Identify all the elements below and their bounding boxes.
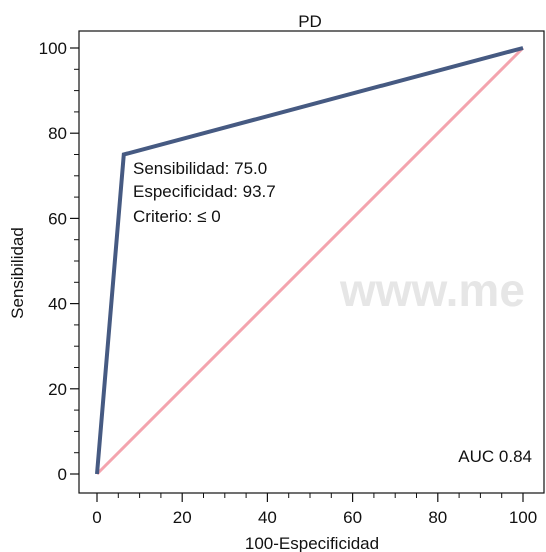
x-tick-label: 20 xyxy=(173,508,192,527)
y-axis: 0 20 40 60 80 100 xyxy=(39,39,79,484)
y-axis-title: Sensibilidad xyxy=(8,227,27,319)
reference-diagonal-line xyxy=(95,46,525,476)
x-tick-label: 100 xyxy=(509,508,537,527)
x-axis-title: 100-Especificidad xyxy=(245,534,379,552)
annotation-sensitivity: Sensibilidad: 75.0 xyxy=(133,159,267,178)
roc-curve-line xyxy=(95,46,524,475)
chart-title: PD xyxy=(298,12,322,31)
watermark-text: www.me xyxy=(339,264,525,316)
y-tick-label: 20 xyxy=(48,380,67,399)
x-axis: 0 20 40 60 80 100 xyxy=(92,493,537,527)
y-tick-label: 40 xyxy=(48,295,67,314)
x-tick-label: 0 xyxy=(92,508,101,527)
x-tick-label: 80 xyxy=(428,508,447,527)
x-tick-label: 60 xyxy=(343,508,362,527)
y-tick-label: 60 xyxy=(48,209,67,228)
series-layer xyxy=(95,46,525,476)
annotation-criterion: Criterio: ≤ 0 xyxy=(133,207,221,226)
plot-frame xyxy=(78,30,545,494)
annotation-specificity: Especificidad: 93.7 xyxy=(133,182,276,201)
x-tick-label: 40 xyxy=(258,508,277,527)
y-tick-label: 0 xyxy=(58,465,67,484)
annotation-box: Sensibilidad: 75.0 Especificidad: 93.7 C… xyxy=(133,159,276,226)
y-tick-label: 100 xyxy=(39,39,67,58)
y-tick-label: 80 xyxy=(48,124,67,143)
auc-label: AUC 0.84 xyxy=(458,447,532,466)
